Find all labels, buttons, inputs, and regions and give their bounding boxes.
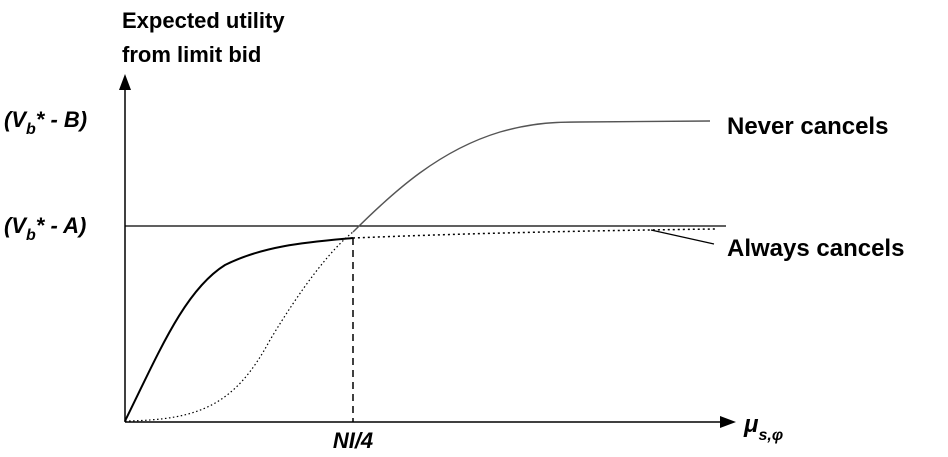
y-tick-upper: (Vb* - B) <box>4 107 87 138</box>
always-cancels-label: Always cancels <box>727 235 904 262</box>
y-axis-arrow-icon <box>119 74 131 90</box>
x-axis-label: μs,φ <box>743 411 783 444</box>
never-cancels-curve-solid <box>352 120 711 233</box>
y-tick-lower: (Vb* - A) <box>4 213 86 244</box>
always-cancels-curve-dotted <box>352 228 717 239</box>
always-cancels-curve-solid <box>124 237 354 422</box>
y-axis-label-line2: from limit bid <box>122 42 261 67</box>
x-axis-arrow-icon <box>720 416 736 428</box>
always-cancels-leader-line <box>650 229 715 245</box>
never-cancels-curve-dotted <box>124 231 354 422</box>
never-cancels-label: Never cancels <box>727 113 888 140</box>
y-axis-label-line1: Expected utility <box>122 8 285 33</box>
x-tick-ni4: NI/4 <box>333 428 373 452</box>
